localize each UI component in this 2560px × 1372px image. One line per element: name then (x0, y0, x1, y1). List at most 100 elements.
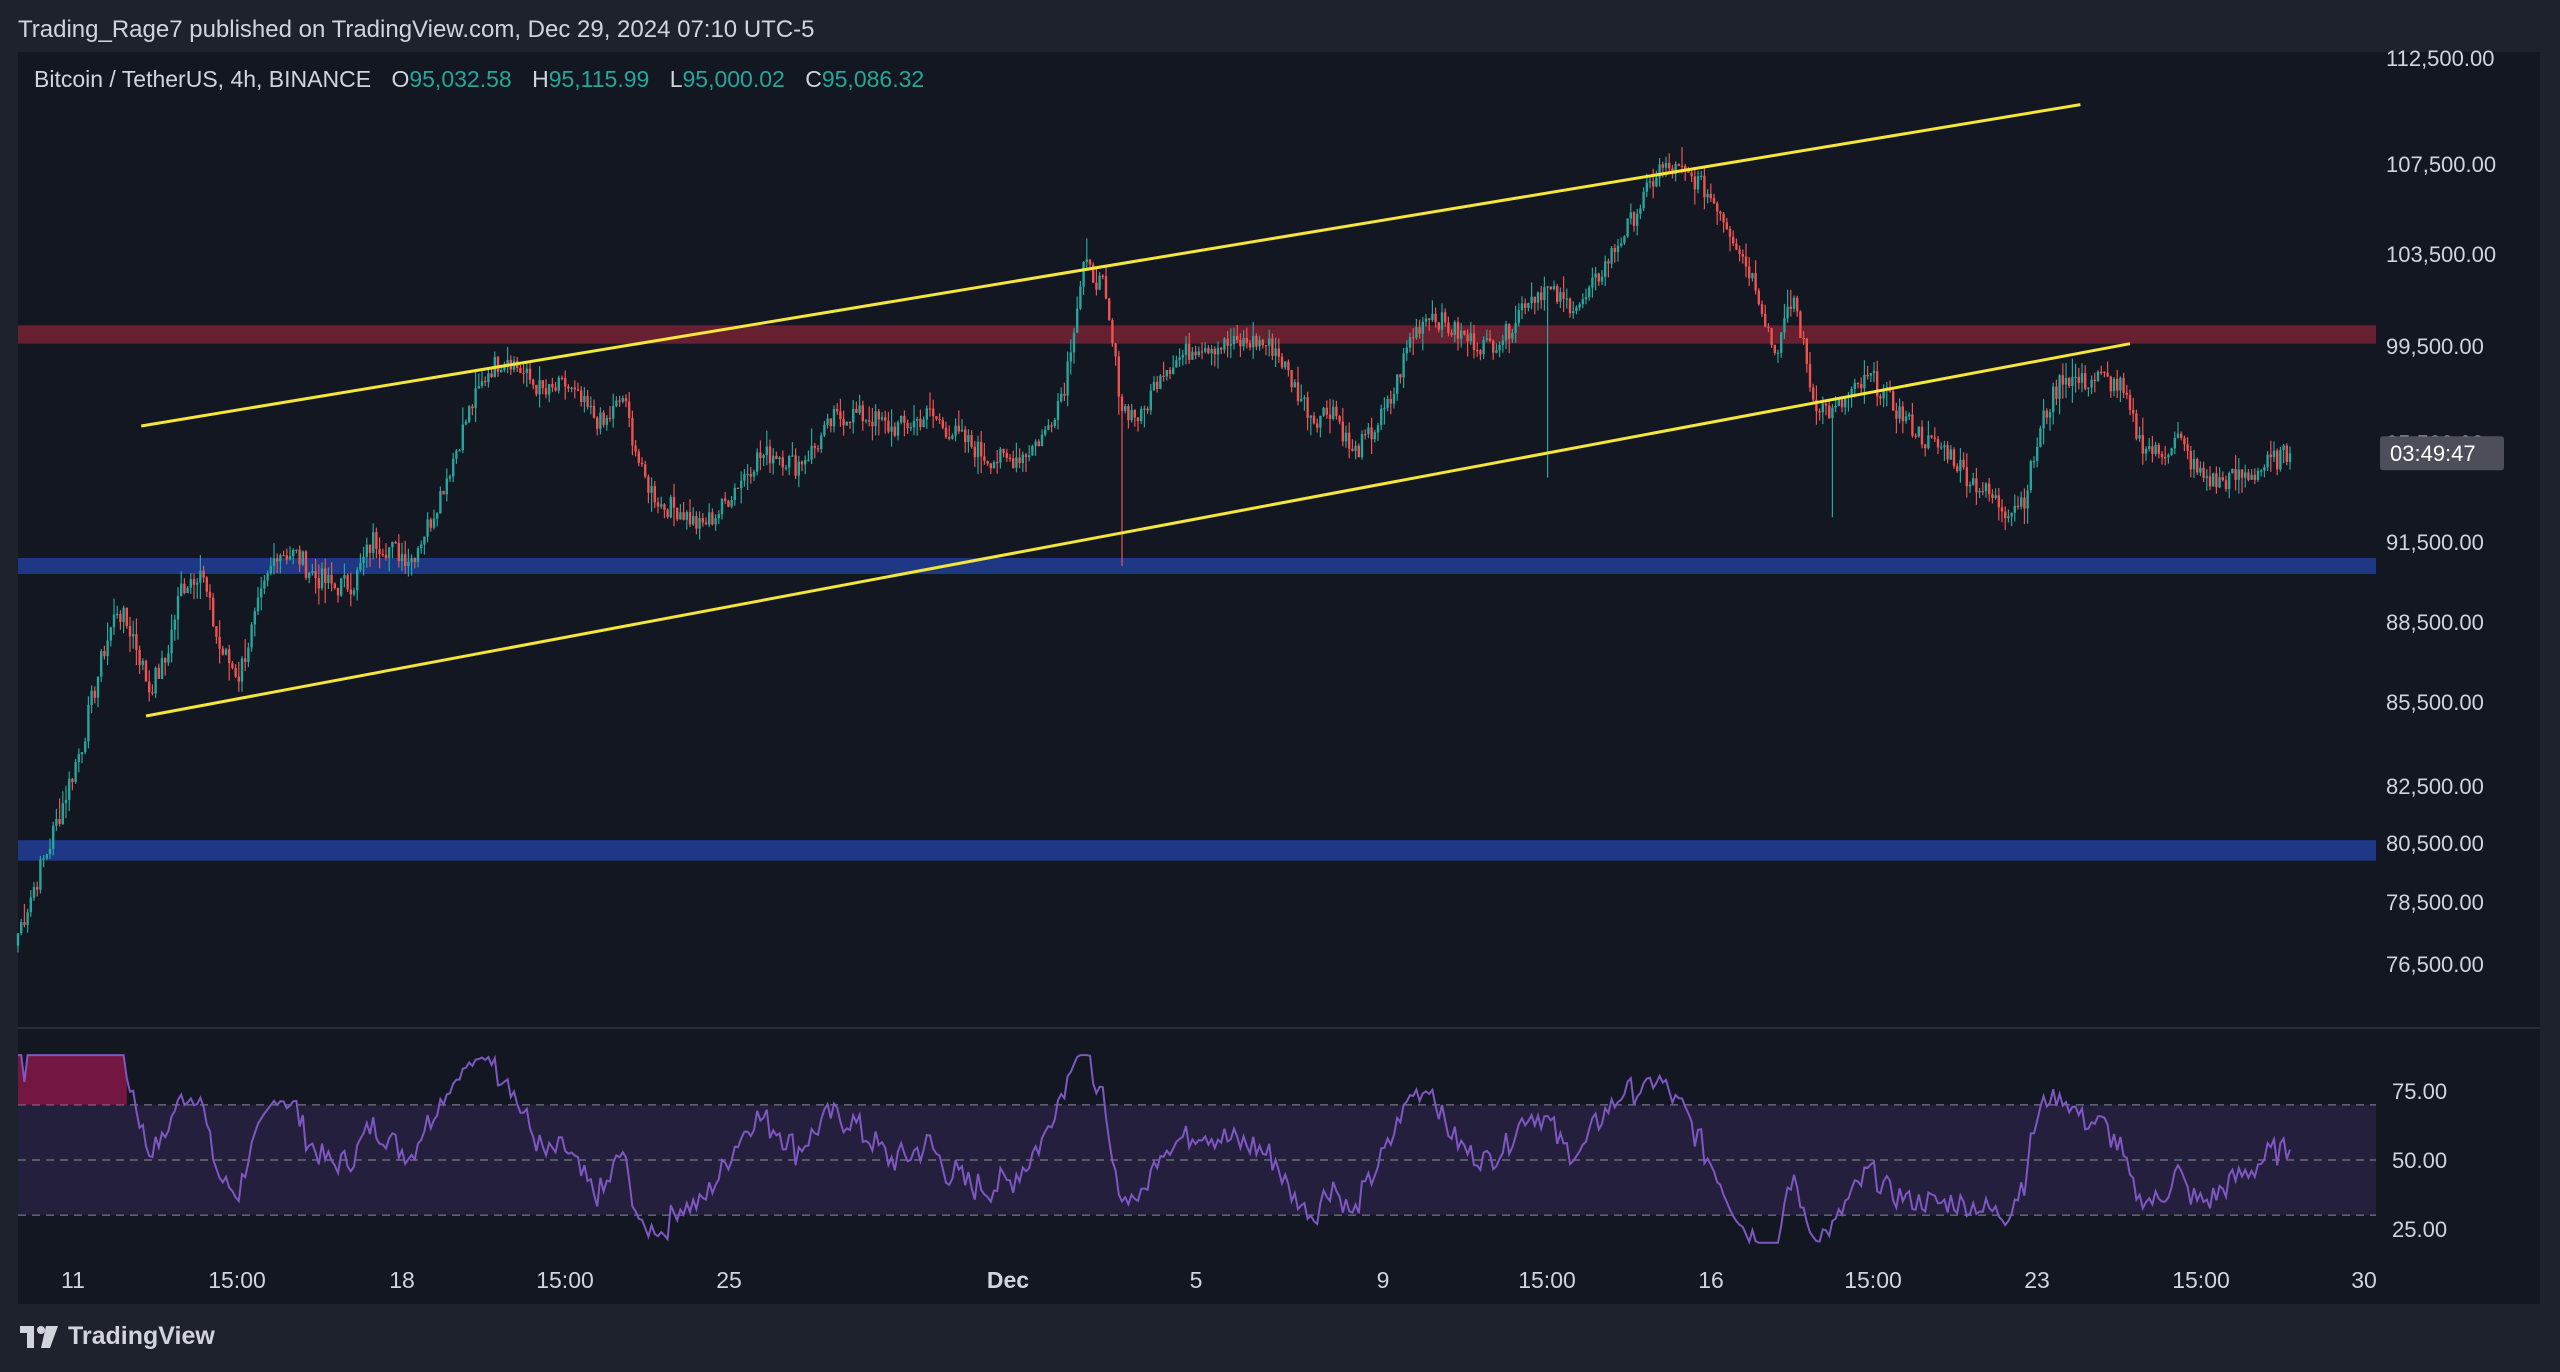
candle-body-up (55, 819, 58, 826)
candles-layer (16, 147, 2292, 953)
candle-body-down (1728, 228, 1732, 237)
candle-body-down (1248, 343, 1252, 348)
candle-body-down (1364, 434, 1367, 436)
candle-body-down (314, 571, 317, 579)
candle-body-down (1389, 399, 1392, 404)
candle-body-down (983, 456, 986, 461)
candle-body-down (1456, 322, 1460, 339)
candle-body-down (1824, 403, 1828, 406)
candle-body-up (48, 848, 52, 855)
candle-body-down (164, 658, 167, 663)
candle-body-up (90, 690, 93, 705)
candle-body-down (1492, 340, 1495, 353)
candle-body-up (1175, 360, 1178, 368)
candle-body-up (1552, 286, 1556, 290)
candle-body-down (1104, 275, 1108, 299)
candle-body-down (653, 486, 656, 503)
price-tick-label: 82,500.00 (2386, 774, 2484, 799)
candle-body-down (2276, 450, 2279, 470)
candle-body-down (1930, 435, 1933, 438)
candle-body-down (144, 660, 148, 682)
candle-body-up (1274, 348, 1277, 356)
candle-body-down (378, 549, 381, 554)
price-tick-label: 88,500.00 (2386, 610, 2484, 635)
candle-body-up (2048, 411, 2052, 418)
candle-body-up (1210, 348, 1213, 354)
candle-body-up (410, 558, 413, 562)
candle-body-down (1325, 407, 1328, 415)
candle-body-down (324, 568, 327, 584)
candle-body-down (701, 518, 704, 523)
candle-body-down (928, 408, 932, 410)
candle-body-up (538, 380, 541, 395)
candle-body-up (250, 624, 253, 648)
candle-body-up (1664, 162, 1668, 168)
candle-body-up (68, 778, 71, 800)
candle-body-up (308, 572, 311, 578)
candle-body-down (1738, 249, 1741, 255)
candle-body-up (733, 487, 736, 501)
candle-body-down (2224, 480, 2228, 490)
candle-body-up (1594, 273, 1597, 278)
candle-body-up (1578, 304, 1581, 308)
candle-body-down (317, 578, 320, 589)
candle-body-down (1220, 347, 1223, 350)
candle-body-up (679, 512, 682, 520)
candle-body-down (1914, 435, 1917, 437)
time-tick-label: 15:00 (536, 1267, 594, 1293)
candle-body-down (1114, 343, 1117, 357)
candle-body-up (2087, 387, 2090, 389)
candle-body-up (170, 629, 173, 654)
candle-body-up (1165, 370, 1168, 377)
candle-body-down (138, 650, 141, 665)
candle-body-down (813, 445, 816, 449)
candle-body-up (1015, 457, 1018, 468)
candle-body-down (1533, 296, 1536, 303)
candle-body-up (1904, 416, 1908, 422)
candle-body-up (439, 490, 442, 514)
candle-body-down (567, 386, 570, 389)
candle-body-up (461, 424, 464, 451)
candle-body-down (1988, 483, 1991, 495)
tradingview-logo[interactable]: TradingView (20, 1322, 215, 1351)
candle-body-up (452, 458, 455, 477)
candle-body-down (877, 411, 880, 420)
candle-body-up (896, 422, 900, 436)
candle-body-up (2266, 454, 2269, 468)
candle-body-up (359, 563, 362, 570)
candle-body-down (276, 558, 279, 562)
candle-body-up (778, 457, 781, 460)
candle-body-up (2148, 446, 2151, 449)
time-tick-label: 15:00 (2172, 1267, 2230, 1293)
candle-body-up (61, 803, 64, 824)
candle-body-down (1463, 330, 1466, 335)
candle-body-up (186, 587, 189, 593)
candle-body-down (1255, 335, 1258, 347)
candle-body-down (71, 778, 74, 783)
candle-body-up (788, 456, 791, 468)
candle-body-down (935, 416, 938, 419)
candle-body-up (2282, 445, 2285, 451)
candle-body-down (1207, 348, 1210, 354)
candle-body-up (797, 461, 800, 476)
candle-body-down (839, 411, 842, 420)
candle-body-up (356, 569, 359, 591)
open-value: 95,032.58 (409, 66, 512, 92)
candle-body-up (260, 588, 263, 598)
candle-body-down (781, 457, 784, 468)
candle-body-up (2263, 467, 2266, 471)
candle-body-down (125, 607, 128, 626)
candle-body-down (215, 626, 218, 637)
candle-body-down (586, 395, 589, 407)
candle-body-up (372, 532, 375, 553)
candle-body-down (1997, 495, 2000, 508)
candle-body-up (1223, 338, 1226, 350)
candle-body-down (1975, 478, 1978, 493)
candle-body-up (1850, 389, 1853, 397)
candle-body-down (829, 418, 832, 427)
candle-body-down (1952, 449, 1956, 467)
candle-body-down (1037, 441, 1040, 447)
candle-body-down (970, 435, 973, 447)
candle-body-up (1440, 312, 1444, 330)
